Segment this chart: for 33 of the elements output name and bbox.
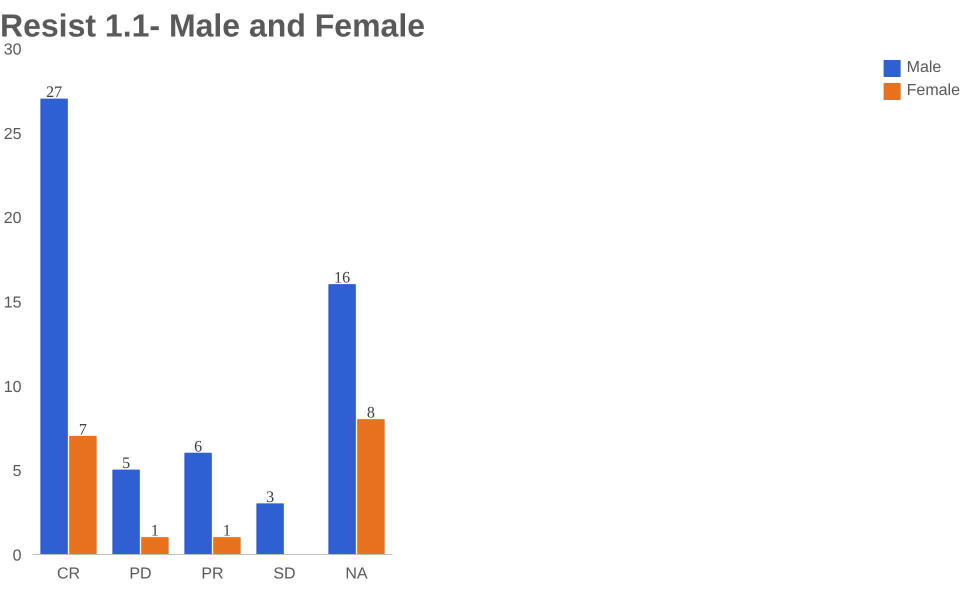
data-label: 16 bbox=[334, 270, 350, 287]
bar bbox=[184, 452, 212, 554]
y-tick-label: 10 bbox=[4, 378, 22, 396]
data-label: 8 bbox=[366, 404, 375, 422]
y-tick-label: 30 bbox=[4, 42, 22, 58]
y-tick-label: 0 bbox=[12, 548, 22, 564]
data-label: 27 bbox=[46, 84, 62, 102]
bar bbox=[69, 436, 97, 554]
data-label: 1 bbox=[222, 522, 231, 540]
y-tick-label: 15 bbox=[4, 294, 22, 312]
bar bbox=[357, 419, 385, 554]
bar bbox=[328, 284, 356, 554]
x-tick-label: SD bbox=[273, 566, 296, 582]
legend-label: Female bbox=[906, 82, 960, 100]
data-label: 5 bbox=[122, 455, 130, 472]
data-label: 7 bbox=[78, 421, 87, 438]
bar bbox=[40, 98, 68, 554]
x-tick-label: PR bbox=[201, 566, 224, 582]
bar bbox=[256, 503, 284, 554]
legend-label: Male bbox=[906, 59, 942, 77]
y-tick-label: 20 bbox=[4, 210, 22, 228]
bar bbox=[112, 470, 140, 554]
y-tick-label: 5 bbox=[12, 463, 22, 480]
data-label: 3 bbox=[266, 488, 274, 506]
x-tick-label: PD bbox=[129, 566, 152, 582]
bar bbox=[141, 537, 169, 554]
chart-title: Resist 1.1- Male and Female bbox=[0, 8, 426, 44]
data-label: 6 bbox=[194, 438, 202, 456]
x-tick-label: CR bbox=[56, 566, 80, 582]
x-tick-label: NA bbox=[345, 566, 368, 582]
data-label: 1 bbox=[150, 522, 159, 540]
bar bbox=[213, 537, 241, 554]
y-tick-label: 25 bbox=[4, 126, 22, 143]
